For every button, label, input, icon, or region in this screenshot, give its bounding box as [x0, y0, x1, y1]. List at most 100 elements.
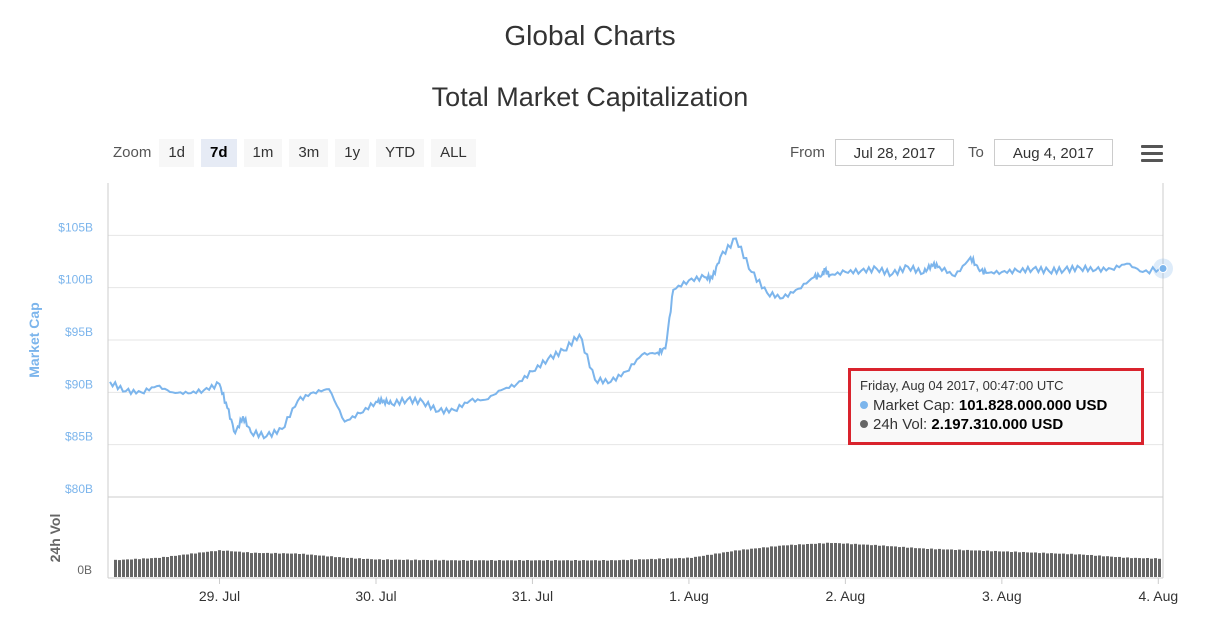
- volume-bar: [1002, 551, 1005, 577]
- volume-bar: [1090, 554, 1093, 577]
- volume-bar: [1130, 558, 1133, 577]
- volume-bar: [766, 547, 769, 577]
- volume-bar: [314, 555, 317, 577]
- volume-y-tick-label: 0B: [77, 563, 92, 577]
- volume-bar: [654, 559, 657, 577]
- to-date-input[interactable]: Aug 4, 2017: [993, 139, 1113, 166]
- volume-bar: [626, 560, 629, 577]
- volume-bar: [162, 556, 165, 577]
- volume-bar: [1146, 558, 1149, 577]
- volume-bar: [190, 553, 193, 577]
- volume-bar: [890, 546, 893, 577]
- volume-bar: [1122, 557, 1125, 577]
- volume-bar: [1018, 552, 1021, 577]
- volume-bar: [598, 560, 601, 577]
- zoom-1d-button[interactable]: 1d: [159, 138, 195, 167]
- tooltip-market-cap-value: 101.828.000.000 USD: [958, 397, 1108, 414]
- volume-bar: [998, 551, 1001, 577]
- zoom-3m-button[interactable]: 3m: [289, 138, 329, 167]
- volume-bar: [642, 559, 645, 577]
- volume-bar: [638, 559, 641, 577]
- volume-bar: [446, 560, 449, 577]
- volume-bar: [454, 560, 457, 577]
- zoom-7d-button[interactable]: 7d: [201, 138, 237, 167]
- y-tick-label: $95B: [65, 325, 93, 339]
- volume-bar: [986, 550, 989, 577]
- volume-bar: [1126, 557, 1129, 577]
- volume-bar: [426, 559, 429, 577]
- volume-bar: [1070, 553, 1073, 577]
- volume-bar: [778, 545, 781, 577]
- volume-bar: [270, 553, 273, 577]
- volume-bar: [934, 549, 937, 577]
- volume-bar: [302, 553, 305, 577]
- volume-bar: [186, 554, 189, 577]
- volume-bar: [714, 553, 717, 577]
- volume-bar: [410, 560, 413, 577]
- volume-bar: [1010, 552, 1013, 577]
- volume-bar: [566, 560, 569, 577]
- volume-bar: [554, 560, 557, 577]
- volume-bar: [286, 553, 289, 577]
- volume-bar: [366, 558, 369, 577]
- volume-bar: [442, 559, 445, 577]
- volume-bar: [786, 545, 789, 577]
- tooltip-market-cap-label: Market Cap:: [873, 397, 955, 414]
- volume-bar: [130, 559, 133, 577]
- from-date-input[interactable]: Jul 28, 2017: [835, 139, 954, 166]
- volume-bar: [474, 560, 477, 577]
- volume-bar: [118, 560, 121, 577]
- volume-bar: [1006, 551, 1009, 577]
- volume-bar: [878, 545, 881, 577]
- volume-bar: [226, 550, 229, 577]
- volume-bar: [282, 553, 285, 577]
- hamburger-menu-icon[interactable]: [1141, 145, 1163, 163]
- volume-bar: [414, 559, 417, 577]
- volume-bar: [710, 554, 713, 577]
- volume-bar: [466, 560, 469, 577]
- volume-bar: [1034, 552, 1037, 577]
- volume-bar: [518, 560, 521, 577]
- volume-bar: [306, 554, 309, 577]
- zoom-1m-button[interactable]: 1m: [243, 138, 283, 167]
- volume-bar: [290, 553, 293, 577]
- volume-bar: [1150, 558, 1153, 577]
- volume-bar: [1066, 554, 1069, 577]
- volume-bar: [370, 559, 373, 577]
- volume-bars: [114, 542, 1161, 577]
- y-tick-label: $105B: [58, 220, 93, 234]
- volume-bar: [622, 559, 625, 577]
- volume-bar: [978, 550, 981, 577]
- volume-bar: [966, 549, 969, 577]
- volume-bar: [230, 551, 233, 577]
- volume-bar: [462, 560, 465, 577]
- volume-bar: [794, 545, 797, 577]
- volume-bar: [1106, 556, 1109, 577]
- volume-bar: [534, 560, 537, 577]
- volume-bar: [1094, 555, 1097, 577]
- zoom-all-button[interactable]: ALL: [431, 138, 476, 167]
- volume-bar: [430, 560, 433, 577]
- zoom-1y-button[interactable]: 1y: [335, 138, 370, 167]
- x-tick-label: 31. Jul: [512, 588, 553, 604]
- volume-bar: [994, 550, 997, 577]
- volume-bar: [1022, 551, 1025, 577]
- volume-bar: [762, 547, 765, 577]
- volume-bar: [970, 550, 973, 577]
- volume-bar: [570, 560, 573, 577]
- x-tick-label: 2. Aug: [826, 588, 866, 604]
- volume-bar: [470, 560, 473, 577]
- volume-bar: [318, 555, 321, 577]
- x-tick-label: 29. Jul: [199, 588, 240, 604]
- volume-bar: [898, 547, 901, 577]
- volume-bar: [530, 560, 533, 577]
- zoom-ytd-button[interactable]: YTD: [376, 138, 425, 167]
- market-cap-series-line[interactable]: [109, 237, 1164, 440]
- volume-bar: [706, 554, 709, 577]
- volume-bar: [1054, 553, 1057, 577]
- volume-bar: [278, 553, 281, 577]
- hover-point[interactable]: [1158, 264, 1168, 274]
- volume-bar: [258, 553, 261, 577]
- volume-bar: [450, 560, 453, 577]
